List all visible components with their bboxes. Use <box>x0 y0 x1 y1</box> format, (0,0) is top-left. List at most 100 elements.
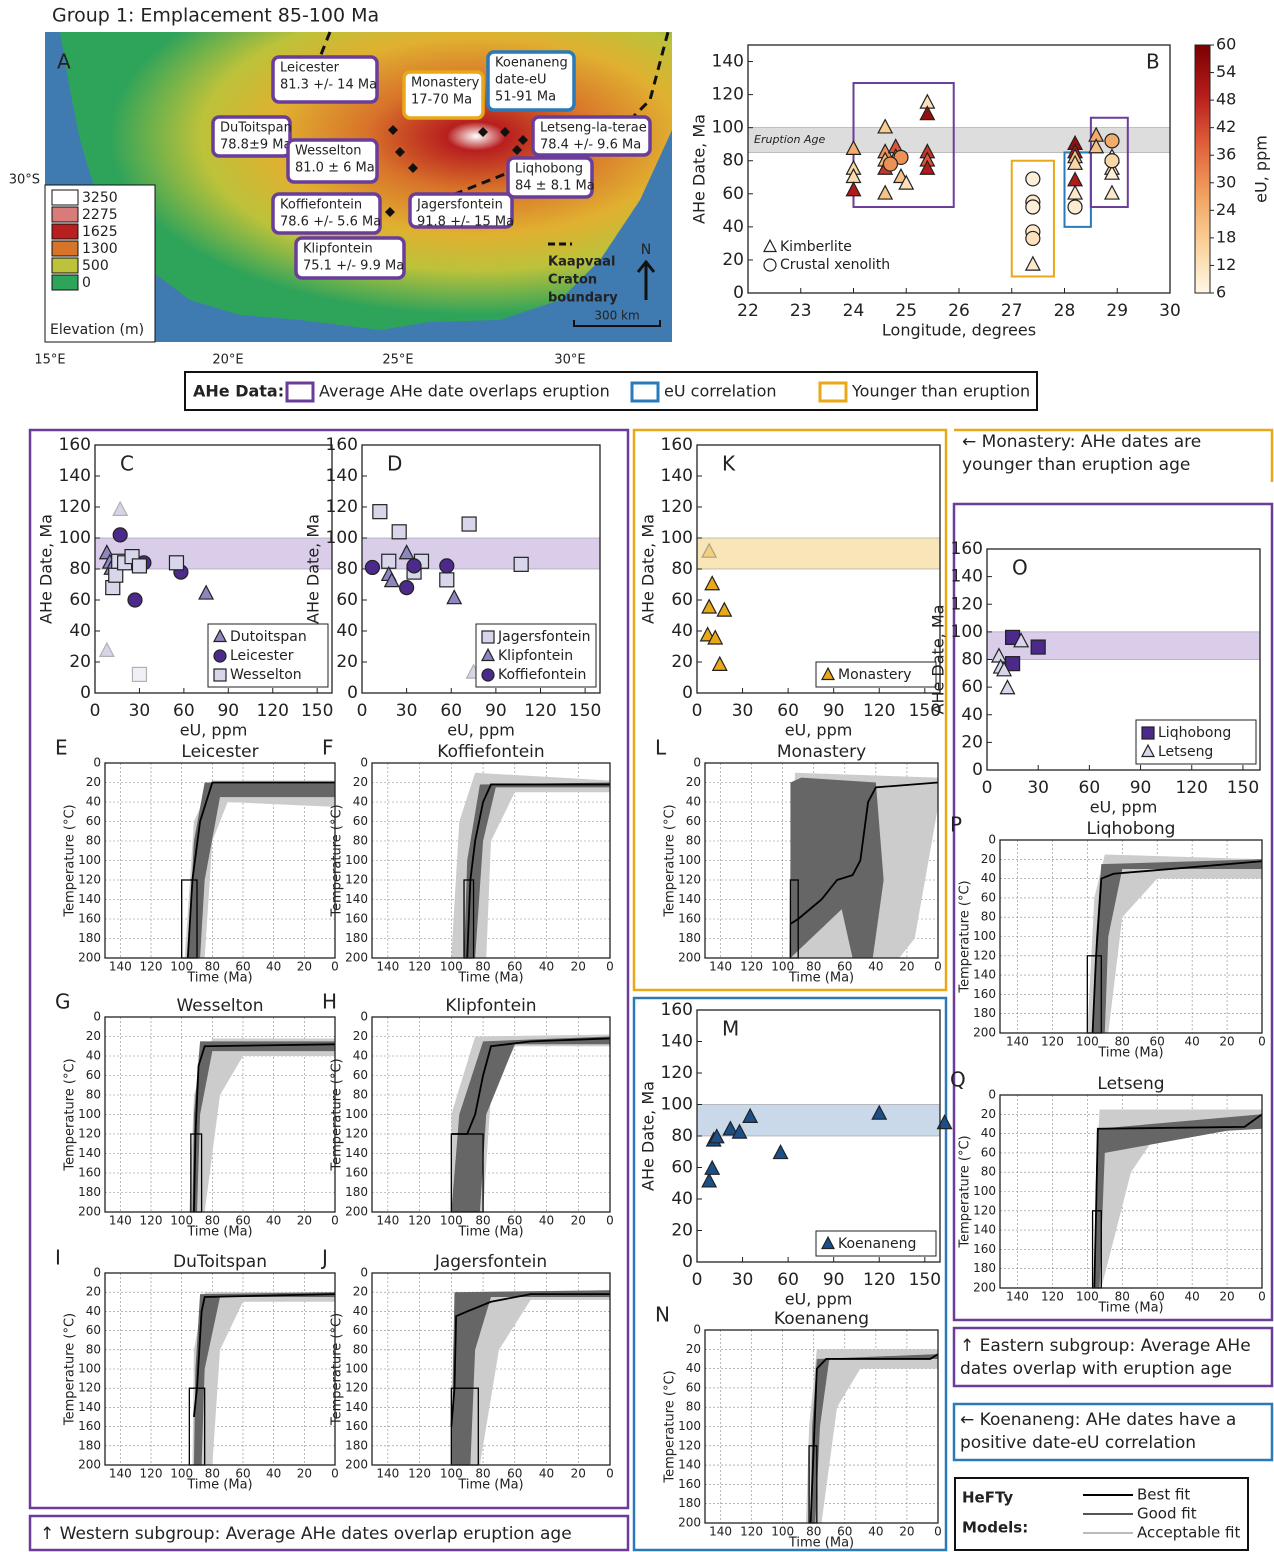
y-tick-label: 80 <box>722 151 744 171</box>
panel-label: Q <box>950 1068 966 1092</box>
y-tick-label: 40 <box>686 1361 701 1375</box>
legend-label: Leicester <box>230 648 294 664</box>
x-axis-label: Time (Ma) <box>457 1478 523 1493</box>
y-tick-label: 160 <box>78 1419 101 1433</box>
point <box>392 525 406 539</box>
x-tick-label: 150 <box>1227 778 1259 798</box>
y-axis-label: Temperature (°C) <box>330 804 345 917</box>
y-tick-label: 0 <box>360 756 368 770</box>
panel-label: J <box>320 1246 328 1270</box>
point <box>1068 200 1082 214</box>
y-tick-label: 200 <box>678 951 701 965</box>
panel-label: D <box>387 452 402 476</box>
x-axis-label: Time (Ma) <box>788 971 854 986</box>
elevation-label: 3250 <box>82 190 118 206</box>
lon-tick: 15°E <box>34 353 65 368</box>
y-tick-label: 140 <box>326 466 358 486</box>
y-tick-label: 160 <box>345 1419 368 1433</box>
x-tick-label: 29 <box>1106 301 1128 321</box>
panel-label: H <box>322 990 337 1014</box>
y-tick-label: 80 <box>86 1342 101 1356</box>
elevation-swatch <box>52 207 78 222</box>
x-tick-label: 140 <box>376 1214 399 1228</box>
hefty-title: HeFTy <box>962 1489 1013 1507</box>
y-tick-label: 100 <box>326 528 358 548</box>
x-tick-label: 20 <box>297 960 312 974</box>
boundary-label: Craton <box>548 273 597 288</box>
x-tick-label: 150 <box>909 1270 941 1290</box>
x-tick-label: 40 <box>266 960 281 974</box>
y-tick-label: 120 <box>78 873 101 887</box>
y-tick-label: 60 <box>981 1145 996 1159</box>
x-axis-label: Time (Ma) <box>186 971 252 986</box>
x-tick-label: 20 <box>899 960 914 974</box>
y-tick-label: 60 <box>353 1068 368 1082</box>
y-tick-label: 120 <box>951 594 983 614</box>
x-tick-label: 140 <box>1006 1290 1029 1304</box>
elevation-label: 1625 <box>82 224 118 240</box>
y-tick-label: 100 <box>661 1095 693 1115</box>
point <box>365 560 379 574</box>
site-label: Wesselton <box>295 144 362 159</box>
x-tick-label: 0 <box>692 1270 703 1290</box>
hefty-title: Models: <box>962 1519 1028 1537</box>
chart-title: Wesselton <box>176 996 263 1016</box>
elevation-swatch <box>52 224 78 239</box>
legend-label: Jagersfontein <box>497 629 591 645</box>
y-tick-label: 0 <box>347 683 358 703</box>
x-tick-label: 60 <box>440 701 462 721</box>
y-tick-label: 20 <box>722 250 744 270</box>
x-tick-label: 90 <box>1130 778 1152 798</box>
hefty-label: Good fit <box>1137 1505 1197 1523</box>
y-tick-label: 40 <box>981 871 996 885</box>
colorbar-tick-label: 42 <box>1216 117 1236 136</box>
y-tick-label: 80 <box>671 559 693 579</box>
x-tick-label: 90 <box>823 1270 845 1290</box>
legend-marker <box>482 669 494 681</box>
legend-marker <box>482 631 494 643</box>
x-tick-label: 0 <box>357 701 368 721</box>
x-tick-label: 0 <box>331 1467 339 1481</box>
y-tick-label: 140 <box>678 892 701 906</box>
band-label: Eruption Age <box>754 133 826 146</box>
y-axis-label: Temperature (°C) <box>63 1313 78 1426</box>
x-tick-label: 40 <box>868 1525 883 1539</box>
x-tick-label: 40 <box>1184 1035 1199 1049</box>
y-tick-label: 20 <box>336 652 358 672</box>
x-axis-label: Time (Ma) <box>1097 1301 1163 1316</box>
x-tick-label: 0 <box>934 960 942 974</box>
y-tick-label: 80 <box>353 1088 368 1102</box>
y-tick-label: 20 <box>353 1029 368 1043</box>
y-tick-label: 60 <box>86 814 101 828</box>
x-tick-label: 120 <box>1041 1290 1064 1304</box>
y-tick-label: 120 <box>973 1203 996 1217</box>
elevation-label: 500 <box>82 258 109 274</box>
y-tick-label: 100 <box>678 1419 701 1433</box>
y-tick-label: 120 <box>326 497 358 517</box>
y-tick-label: 80 <box>981 910 996 924</box>
x-tick-label: 26 <box>948 301 970 321</box>
y-tick-label: 0 <box>972 760 983 780</box>
point <box>113 528 127 542</box>
note: ↑ Eastern subgroup: Average AHe <box>960 1336 1251 1356</box>
y-tick-label: 0 <box>93 756 101 770</box>
x-tick-label: 120 <box>863 701 895 721</box>
x-tick-label: 120 <box>140 1467 163 1481</box>
y-tick-label: 20 <box>671 652 693 672</box>
panel-label: I <box>55 1246 61 1270</box>
x-tick-label: 60 <box>777 1270 799 1290</box>
point <box>400 581 414 595</box>
lon-tick: 30°E <box>554 353 585 368</box>
chart-title: Koenaneng <box>774 1309 869 1329</box>
y-tick-label: 100 <box>973 1184 996 1198</box>
y-tick-label: 60 <box>86 1068 101 1082</box>
y-tick-label: 40 <box>336 621 358 641</box>
y-tick-label: 120 <box>973 948 996 962</box>
y-tick-label: 140 <box>59 466 91 486</box>
y-tick-label: 40 <box>353 1304 368 1318</box>
y-axis-label: AHe Date, Ma <box>639 1081 658 1191</box>
y-axis-label: Temperature (°C) <box>63 804 78 917</box>
y-tick-label: 80 <box>69 559 91 579</box>
legend-marker <box>214 669 226 681</box>
y-tick-label: 80 <box>686 1400 701 1414</box>
